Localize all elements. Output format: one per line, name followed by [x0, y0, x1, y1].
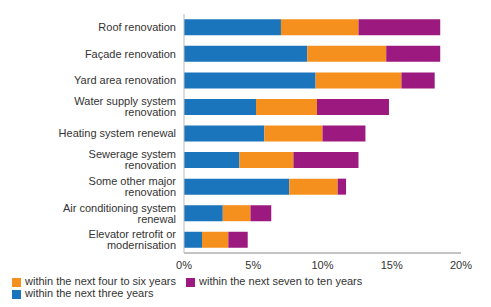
html-text:within the next four to six ye: within the next four to six years — [25, 275, 176, 287]
svg-text:Roof renovation: Roof renovation — [98, 21, 176, 33]
html-text:within the next seven to ten y: within the next seven to ten years — [199, 275, 363, 287]
svg-text:5%: 5% — [245, 259, 261, 271]
svg-text:Sewerage systemrenovation: Sewerage systemrenovation — [89, 148, 176, 171]
svg-text:Water supply systemrenovation: Water supply systemrenovation — [74, 95, 176, 118]
svg-text:10%: 10% — [311, 259, 333, 271]
html-text:within the next three years: within the next three years — [25, 287, 154, 299]
svg-text:20%: 20% — [450, 259, 472, 271]
svg-text:Heating system renewal: Heating system renewal — [59, 127, 176, 139]
svg-text:Air conditioning systemrenewal: Air conditioning systemrenewal — [63, 202, 176, 225]
svg-text:Some other majorrenovation: Some other majorrenovation — [89, 175, 177, 198]
svg-text:Yard area renovation: Yard area renovation — [74, 74, 176, 86]
svg-text:Façade renovation: Façade renovation — [85, 48, 176, 60]
svg-text:0%: 0% — [176, 259, 192, 271]
svg-text:15%: 15% — [381, 259, 403, 271]
svg-text:Elevator retrofit ormodernisat: Elevator retrofit ormodernisation — [89, 228, 177, 251]
